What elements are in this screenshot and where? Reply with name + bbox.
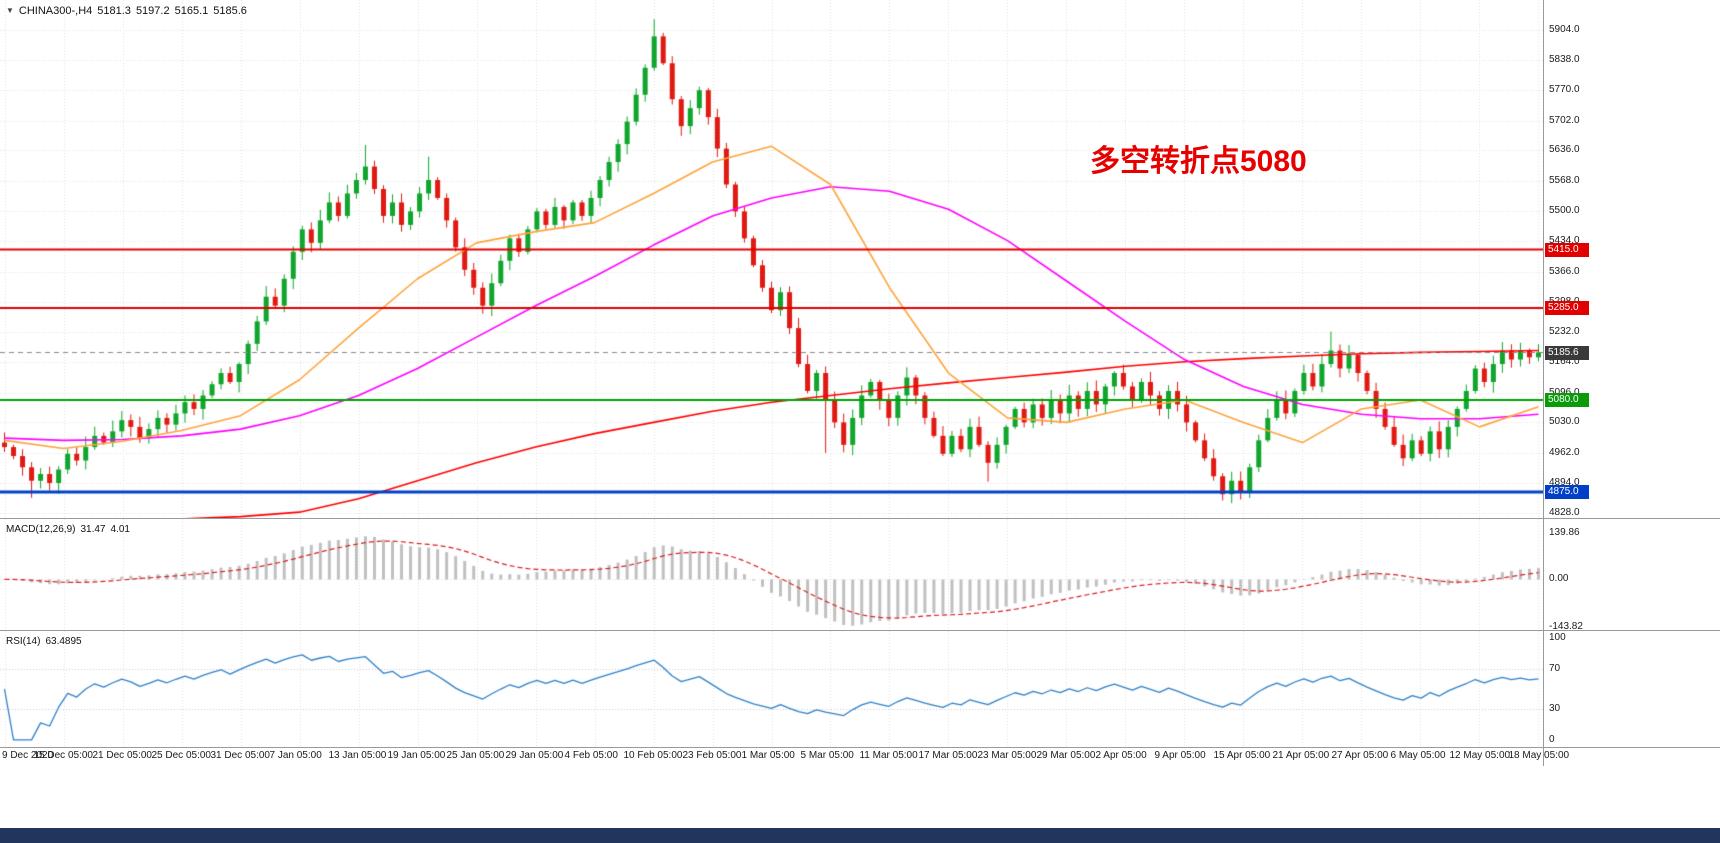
time-axis-label: 23 Mar 05:00 — [977, 750, 1037, 761]
main-price-label: 4828.0 — [1549, 507, 1580, 519]
panel-separator-rsi[interactable] — [0, 630, 1720, 631]
time-axis-label: 9 Apr 05:00 — [1154, 750, 1206, 761]
time-axis-label: 27 Apr 05:00 — [1331, 750, 1389, 761]
main-price-label: 5702.0 — [1549, 114, 1580, 126]
time-axis-label: 6 May 05:00 — [1390, 750, 1446, 761]
rsi-scale-label: 0 — [1549, 733, 1555, 745]
time-axis-label: 18 May 05:00 — [1508, 750, 1570, 761]
time-axis-label: 21 Apr 05:00 — [1272, 750, 1330, 761]
macd-scale-label: 139.86 — [1549, 526, 1580, 538]
rsi-value: 63.4895 — [45, 636, 82, 647]
time-axis-separator — [0, 747, 1720, 748]
rsi-indicator-label: RSI(14) 63.4895 — [6, 636, 87, 647]
time-axis-label: 21 Dec 05:00 — [92, 750, 153, 761]
time-axis-label: 25 Jan 05:00 — [446, 750, 505, 761]
rsi-canvas[interactable] — [0, 631, 1543, 747]
price-tag-5285.0[interactable]: 5285.0 — [1545, 300, 1589, 315]
main-price-label: 5164.0 — [1549, 356, 1580, 368]
main-price-label: 5500.0 — [1549, 205, 1580, 217]
main-price-label: 5838.0 — [1549, 53, 1580, 65]
main-price-label: 5904.0 — [1549, 24, 1580, 36]
time-axis-label: 23 Feb 05:00 — [682, 750, 742, 761]
main-price-label: 5568.0 — [1549, 174, 1580, 186]
macd-name: MACD(12,26,9) — [6, 524, 76, 535]
time-axis-label: 11 Mar 05:00 — [859, 750, 918, 761]
macd-scale-label: -143.82 — [1549, 620, 1583, 632]
ohlc-high: 5197.2 — [135, 5, 170, 17]
main-price-label: 5770.0 — [1549, 84, 1580, 96]
time-axis-label: 29 Jan 05:00 — [505, 750, 564, 761]
rsi-name: RSI(14) — [6, 636, 41, 647]
time-axis-label: 25 Dec 05:00 — [151, 750, 212, 761]
main-price-label: 5636.0 — [1549, 144, 1580, 156]
time-axis-label: 15 Dec 05:00 — [33, 750, 94, 761]
time-axis-label: 19 Jan 05:00 — [387, 750, 446, 761]
annotation-text: 多空转折点5080 — [1090, 145, 1307, 178]
time-axis-label: 5 Mar 05:00 — [800, 750, 854, 761]
ohlc-close: 5185.6 — [213, 5, 247, 17]
panel-separator-macd[interactable] — [0, 518, 1720, 519]
time-axis-label: 12 May 05:00 — [1449, 750, 1511, 761]
time-axis-label: 7 Jan 05:00 — [269, 750, 322, 761]
price-tag-5080.0[interactable]: 5080.0 — [1545, 392, 1589, 407]
ohlc-open: 5181.3 — [97, 5, 131, 17]
main-chart-canvas[interactable] — [0, 0, 1543, 518]
time-axis-label: 13 Jan 05:00 — [328, 750, 387, 761]
macd-value-signal: 4.01 — [110, 524, 130, 535]
time-axis-label: 2 Apr 05:00 — [1095, 750, 1147, 761]
time-axis-label: 10 Feb 05:00 — [623, 750, 683, 761]
macd-value-main: 31.47 — [80, 524, 106, 535]
price-scale[interactable]: 5904.0 5838.0 5770.0 5702.0 5636.0 5568.0 5500… — [1543, 0, 1720, 766]
chart-title: ▼ CHINA300-,H4 5181.3 5197.2 5165.1 5185.6 — [6, 5, 252, 17]
taskbar[interactable] — [0, 828, 1720, 843]
price-tag-4875.0[interactable]: 4875.0 — [1545, 484, 1589, 499]
macd-scale-label: 0.00 — [1549, 573, 1569, 585]
price-tag-5415.0[interactable]: 5415.0 — [1545, 242, 1589, 257]
ohlc-low: 5165.1 — [174, 5, 209, 17]
macd-indicator-label: MACD(12,26,9) 31.47 4.01 — [6, 524, 135, 535]
time-axis[interactable]: 9 Dec 2020 15 Dec 05:00 21 Dec 05:00 25 Dec… — [0, 750, 1569, 766]
macd-canvas[interactable] — [0, 519, 1543, 630]
main-price-label: 5096.0 — [1549, 387, 1580, 399]
rsi-scale-label: 30 — [1549, 703, 1561, 715]
main-price-label: 5232.0 — [1549, 325, 1580, 337]
main-price-label: 4962.0 — [1549, 446, 1580, 458]
main-price-label: 5366.0 — [1549, 265, 1580, 277]
main-price-label: 5434.0 — [1549, 235, 1580, 247]
time-axis-label: 4 Feb 05:00 — [564, 750, 618, 761]
time-axis-label: 15 Apr 05:00 — [1213, 750, 1271, 761]
symbol-dropdown-icon[interactable]: ▼ — [6, 6, 14, 15]
time-axis-label: 17 Mar 05:00 — [918, 750, 978, 761]
time-axis-label: 1 Mar 05:00 — [741, 750, 795, 761]
rsi-scale-label: 70 — [1549, 662, 1561, 674]
symbol-label: CHINA300-,H4 — [18, 5, 93, 17]
main-price-label: 5030.0 — [1549, 416, 1580, 428]
time-axis-label: 31 Dec 05:00 — [210, 750, 271, 761]
price-tag-5185.6[interactable]: 5185.6 — [1545, 345, 1589, 360]
time-axis-label: 9 Dec 2020 — [2, 750, 54, 761]
time-axis-label: 29 Mar 05:00 — [1036, 750, 1096, 761]
main-price-label: 4894.0 — [1549, 477, 1580, 489]
rsi-scale-label: 100 — [1549, 632, 1566, 644]
